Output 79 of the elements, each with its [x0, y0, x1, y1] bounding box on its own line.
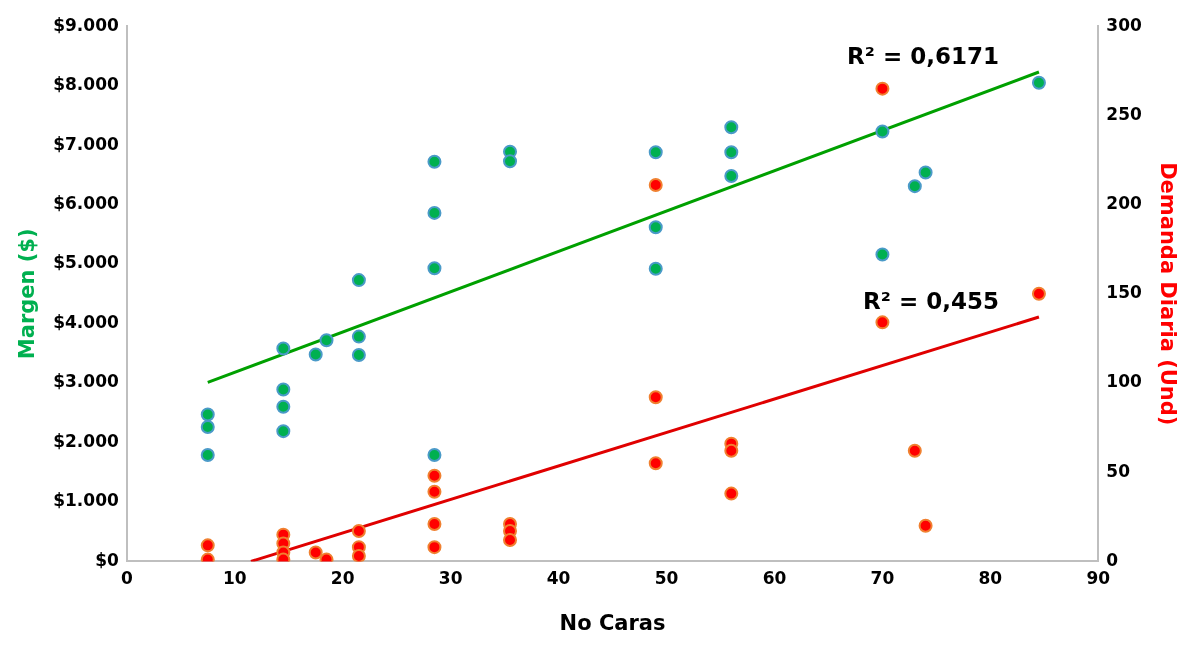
- point: [1031, 286, 1046, 301]
- y-tick-label: $6.000: [53, 193, 119, 214]
- point: [648, 261, 663, 276]
- point: [427, 261, 442, 276]
- point: [648, 456, 663, 471]
- y2-tick-label: 50: [1106, 460, 1131, 481]
- point: [648, 220, 663, 235]
- point: [351, 273, 366, 288]
- x-tick-label: 50: [654, 568, 679, 589]
- point: [648, 145, 663, 160]
- point: [276, 341, 291, 356]
- y2-tick-label: 250: [1106, 103, 1142, 124]
- point: [918, 518, 933, 533]
- x-tick-label: 10: [222, 568, 247, 589]
- point: [875, 124, 890, 139]
- point: [276, 424, 291, 439]
- y-tick-label: $7.000: [53, 133, 119, 154]
- y-tick-label: $8.000: [53, 74, 119, 95]
- y-tick-label: $2.000: [53, 430, 119, 451]
- point: [1031, 75, 1046, 90]
- point: [427, 205, 442, 220]
- y2-axis-title: Demanda Diaria (Und): [1155, 162, 1180, 426]
- y2-tick-label: 0: [1106, 549, 1119, 570]
- x-tick-label: 0: [120, 568, 133, 589]
- x-axis-title: No Caras: [559, 610, 666, 635]
- point: [351, 329, 366, 344]
- point: [276, 399, 291, 414]
- point: [319, 333, 334, 348]
- y-tick-label: $0: [95, 549, 119, 570]
- point: [907, 179, 922, 194]
- point: [427, 447, 442, 462]
- y-tick-label: $3.000: [53, 371, 119, 392]
- point: [200, 538, 215, 553]
- annotation: R² = 0,6171: [847, 43, 999, 70]
- y-tick-label: $9.000: [53, 14, 119, 35]
- point: [724, 169, 739, 184]
- point: [875, 81, 890, 96]
- point: [503, 154, 518, 169]
- x-tick-label: 90: [1086, 568, 1111, 589]
- point: [427, 154, 442, 169]
- x-tick-label: 60: [762, 568, 787, 589]
- point: [308, 545, 323, 560]
- point: [427, 468, 442, 483]
- y2-tick-label: 300: [1106, 14, 1142, 35]
- point: [503, 532, 518, 547]
- point: [648, 390, 663, 405]
- annotation: R² = 0,455: [863, 288, 999, 315]
- point: [200, 420, 215, 435]
- x-tick-label: 20: [330, 568, 355, 589]
- y-axis-title: Margen ($): [15, 228, 40, 360]
- x-tick-label: 70: [870, 568, 895, 589]
- point: [308, 347, 323, 362]
- point: [875, 247, 890, 262]
- point: [427, 516, 442, 531]
- point: [724, 145, 739, 160]
- point: [200, 407, 215, 422]
- point: [918, 165, 933, 180]
- point: [351, 549, 366, 562]
- point: [427, 540, 442, 555]
- point: [724, 443, 739, 458]
- x-tick-label: 80: [978, 568, 1003, 589]
- point: [200, 447, 215, 462]
- point: [724, 120, 739, 135]
- point: [875, 315, 890, 330]
- y-tick-label: $1.000: [53, 490, 119, 511]
- point: [276, 382, 291, 397]
- point: [427, 484, 442, 499]
- point: [648, 177, 663, 192]
- x-tick-label: 30: [438, 568, 463, 589]
- y2-tick-label: 200: [1106, 193, 1142, 214]
- y-tick-label: $5.000: [53, 252, 119, 273]
- point: [907, 443, 922, 458]
- point: [351, 524, 366, 539]
- point: [351, 348, 366, 363]
- y2-tick-label: 100: [1106, 371, 1142, 392]
- y-tick-label: $4.000: [53, 311, 119, 332]
- y2-tick-label: 150: [1106, 282, 1142, 303]
- point: [724, 486, 739, 501]
- x-tick-label: 40: [546, 568, 571, 589]
